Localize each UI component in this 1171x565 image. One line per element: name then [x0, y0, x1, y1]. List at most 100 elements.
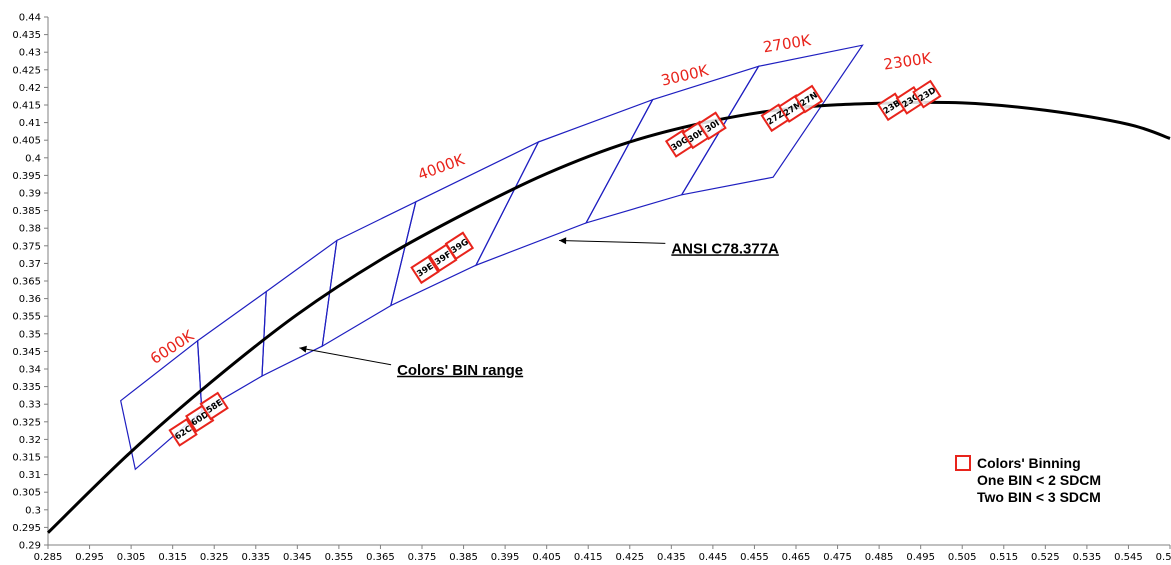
legend: Colors' Binning One BIN < 2 SDCM Two BIN…	[955, 455, 1101, 505]
x-tick-label: 0.325	[200, 552, 229, 563]
bin-box-outline	[793, 84, 824, 114]
y-tick-label: 0.365	[12, 277, 41, 288]
cct-label: 3000K	[659, 61, 711, 90]
y-tick-label: 0.32	[19, 435, 41, 446]
y-tick-label: 0.37	[19, 259, 41, 270]
legend-line-2: One BIN < 2 SDCM	[977, 472, 1101, 488]
bin-box-outline	[697, 111, 727, 141]
x-tick-label: 0.295	[75, 552, 104, 563]
y-tick-label: 0.38	[19, 224, 41, 235]
x-tick-label: 0.455	[740, 552, 769, 563]
y-tick-label: 0.325	[12, 417, 41, 428]
y-tick-label: 0.41	[19, 118, 41, 129]
x-tick-label: 0.435	[657, 552, 686, 563]
annotation-arrow-head	[299, 345, 307, 353]
bin-box: 39E	[410, 255, 440, 285]
legend-line-3: Two BIN < 3 SDCM	[977, 489, 1101, 505]
annotations: ANSI C78.377A Colors' BIN range	[299, 237, 779, 379]
y-tick-label: 0.345	[12, 347, 41, 358]
axes: 0.29 0.295 0.3 0.305 0.31 0.315 0.32 0.325 0.33 0…	[12, 13, 1171, 564]
y-tick-label: 0.44	[19, 13, 41, 24]
x-tick-label: 0.475	[823, 552, 852, 563]
x-tick-label: 0.535	[1073, 552, 1102, 563]
x-tick-label: 0.545	[1114, 552, 1143, 563]
bin-range-quad	[261, 239, 338, 377]
annotation-arrow-head	[559, 237, 567, 245]
bin-box: 62C	[168, 418, 198, 447]
x-tick-label: 0.365	[366, 552, 395, 563]
bin-box-outline	[912, 79, 942, 109]
bin-box: 39F	[428, 243, 458, 273]
bin-box: 23D	[912, 79, 942, 109]
bin-box: 30I	[697, 111, 727, 141]
x-tick-label: 0.555	[1156, 552, 1171, 563]
x-tick-label: 0.445	[699, 552, 728, 563]
y-tick-label: 0.305	[12, 488, 41, 499]
y-tick-label: 0.415	[12, 101, 41, 112]
annotation-arrow-line	[299, 347, 392, 366]
y-tick-label: 0.355	[12, 312, 41, 323]
bin-box: 27N	[793, 84, 824, 114]
x-tick-label: 0.335	[241, 552, 270, 563]
y-tick-label: 0.4	[25, 153, 41, 164]
planckian-locus	[46, 100, 1171, 534]
x-tick-label: 0.465	[782, 552, 811, 563]
legend-line-1: Colors' Binning	[977, 455, 1081, 471]
bin-range-quad	[321, 200, 417, 348]
y-tick-label: 0.435	[12, 30, 41, 41]
y-tick-label: 0.42	[19, 83, 41, 94]
x-tick-label: 0.425	[615, 552, 644, 563]
bin-range-quadrangles	[120, 44, 864, 471]
bin-box-outline	[168, 418, 198, 447]
x-tick-label: 0.315	[158, 552, 187, 563]
y-tick-label: 0.34	[19, 365, 41, 376]
y-tick-label: 0.33	[19, 400, 41, 411]
x-tick-label: 0.505	[948, 552, 977, 563]
x-tick-label: 0.305	[117, 552, 146, 563]
cct-label: 2700K	[762, 31, 813, 56]
bin-box: 39G	[444, 231, 475, 261]
y-tick-label: 0.31	[19, 470, 41, 481]
y-tick-label: 0.29	[19, 541, 41, 552]
y-tick-label: 0.375	[12, 241, 41, 252]
annotation-label: ANSI C78.377A	[671, 240, 779, 257]
x-tick-label: 0.355	[325, 552, 354, 563]
bin-box: 58E	[199, 391, 229, 421]
y-tick-label: 0.425	[12, 65, 41, 76]
x-tick-label: 0.405	[532, 552, 561, 563]
y-tick-label: 0.35	[19, 329, 41, 340]
y-tick-label: 0.36	[19, 294, 41, 305]
cct-label: 2300K	[882, 49, 933, 74]
x-tick-label: 0.345	[283, 552, 312, 563]
x-tick-label: 0.485	[865, 552, 894, 563]
bin-box-outline	[444, 231, 475, 261]
y-tick-label: 0.395	[12, 171, 41, 182]
x-tick-label: 0.515	[989, 552, 1018, 563]
y-tick-label: 0.315	[12, 453, 41, 464]
bin-box-outline	[410, 255, 440, 285]
x-tick-label: 0.395	[491, 552, 520, 563]
x-tick-label: 0.495	[906, 552, 935, 563]
annotation-label: Colors' BIN range	[397, 362, 523, 379]
y-tick-label: 0.335	[12, 382, 41, 393]
cct-label: 4000K	[415, 150, 467, 184]
y-tick-label: 0.39	[19, 189, 41, 200]
bin-box-outline	[199, 391, 229, 421]
x-tick-label: 0.285	[34, 552, 63, 563]
y-tick-label: 0.3	[25, 505, 41, 516]
y-tick-label: 0.405	[12, 136, 41, 147]
y-tick-label: 0.295	[12, 523, 41, 534]
x-tick-label: 0.525	[1031, 552, 1060, 563]
x-tick-label: 0.375	[408, 552, 437, 563]
x-tick-label: 0.415	[574, 552, 603, 563]
locus-line	[46, 100, 1171, 534]
bin-range-quad	[196, 290, 267, 413]
x-tick-label: 0.385	[449, 552, 478, 563]
bin-range-quad	[680, 44, 864, 196]
y-tick-label: 0.385	[12, 206, 41, 217]
legend-marker	[955, 455, 971, 471]
annotation-arrow-line	[559, 240, 666, 244]
y-tick-label: 0.43	[19, 48, 41, 59]
